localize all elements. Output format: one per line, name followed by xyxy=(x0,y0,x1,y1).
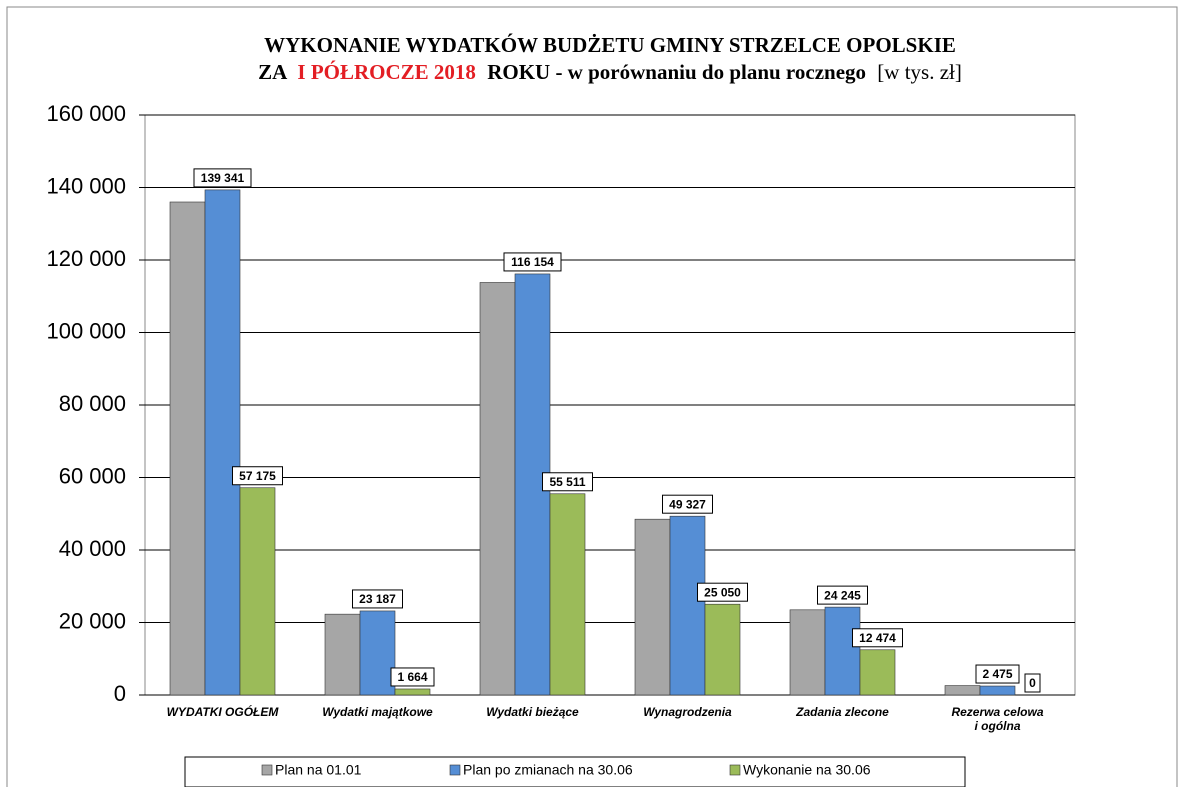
value-label: 49 327 xyxy=(669,497,706,511)
value-label: 57 175 xyxy=(239,469,276,483)
y-tick-label: 160 000 xyxy=(46,101,126,126)
value-label-box xyxy=(662,494,713,514)
value-label-box xyxy=(697,582,748,602)
x-tick-label: Wydatki majątkowe xyxy=(322,705,433,719)
legend xyxy=(184,756,966,787)
value-label: 24 245 xyxy=(824,588,861,602)
bar xyxy=(634,518,671,696)
y-tick-label: 120 000 xyxy=(46,246,126,271)
legend-swatch xyxy=(729,764,741,776)
legend-swatch xyxy=(449,764,461,776)
value-label: 1 664 xyxy=(397,670,427,684)
legend-swatch xyxy=(261,764,273,776)
y-tick-label: 60 000 xyxy=(59,463,126,488)
subtitle-part: ZA xyxy=(258,60,288,84)
x-tick-label: WYDATKI OGÓŁEM xyxy=(167,704,280,719)
y-tick-label: 40 000 xyxy=(59,536,126,561)
x-tick-line: Zadania zlecone xyxy=(795,705,889,719)
subtitle-part: I PÓŁROCZE 2018 xyxy=(297,60,476,84)
value-label: 0 xyxy=(1029,676,1036,690)
chart-title: WYKONANIE WYDATKÓW BUDŻETU GMINY STRZELC… xyxy=(264,33,956,57)
value-label-box xyxy=(1024,673,1041,693)
value-label-box xyxy=(193,168,252,188)
value-label: 116 154 xyxy=(511,255,554,269)
value-label-box xyxy=(390,667,435,687)
bar xyxy=(824,606,861,696)
bar xyxy=(239,487,276,696)
x-tick-line: Wydatki bieżące xyxy=(486,705,579,719)
bar xyxy=(789,609,826,696)
value-label-box xyxy=(352,589,403,609)
x-tick-line: Rezerwa celowa xyxy=(951,705,1043,719)
bar xyxy=(669,515,706,696)
value-label-box xyxy=(852,628,903,648)
bar xyxy=(169,201,206,696)
x-tick-label: Rezerwa celowa i ogólna xyxy=(951,705,1043,733)
bar xyxy=(549,493,586,696)
x-tick-line: WYDATKI OGÓŁEM xyxy=(167,704,280,719)
legend-label: Wykonanie na 30.06 xyxy=(743,762,871,778)
bar xyxy=(859,649,896,696)
x-tick-line: Wydatki majątkowe xyxy=(322,705,433,719)
y-tick-label: 140 000 xyxy=(46,173,126,198)
value-label: 12 474 xyxy=(859,631,896,645)
value-label: 2 475 xyxy=(982,667,1012,681)
value-label-box xyxy=(975,664,1020,684)
legend-label: Plan na 01.01 xyxy=(275,762,362,778)
bar xyxy=(359,610,396,696)
value-label: 139 341 xyxy=(201,171,245,185)
bar xyxy=(479,282,516,696)
value-label: 55 511 xyxy=(549,475,585,489)
y-tick-label: 80 000 xyxy=(59,391,126,416)
value-label-box xyxy=(817,585,868,605)
y-tick-label: 100 000 xyxy=(46,318,126,343)
x-tick-label: Wynagrodzenia xyxy=(643,705,732,719)
legend-label: Plan po zmianach na 30.06 xyxy=(463,762,633,778)
value-label: 23 187 xyxy=(359,592,396,606)
bar xyxy=(944,685,981,696)
bar xyxy=(704,603,741,696)
x-tick-label: Zadania zlecone xyxy=(795,705,889,719)
x-tick-line: Wynagrodzenia xyxy=(643,705,732,719)
subtitle-part: [w tys. zł] xyxy=(877,60,962,84)
x-tick-label: Wydatki bieżące xyxy=(486,705,579,719)
bar xyxy=(204,189,241,696)
bar xyxy=(394,688,431,696)
value-label-box xyxy=(503,252,562,272)
value-label-box xyxy=(542,472,593,492)
y-tick-label: 20 000 xyxy=(59,608,126,633)
y-tick-label: 0 xyxy=(114,681,126,706)
bar xyxy=(324,613,361,696)
value-label-box xyxy=(232,466,283,486)
value-label: 25 050 xyxy=(704,585,741,599)
bar xyxy=(979,685,1016,696)
chart-subtitle: ZA I PÓŁROCZE 2018 ROKU - w porównaniu d… xyxy=(258,60,962,84)
subtitle-part: ROKU - w porównaniu do planu rocznego xyxy=(487,60,866,84)
x-tick-line: i ogólna xyxy=(975,719,1021,733)
